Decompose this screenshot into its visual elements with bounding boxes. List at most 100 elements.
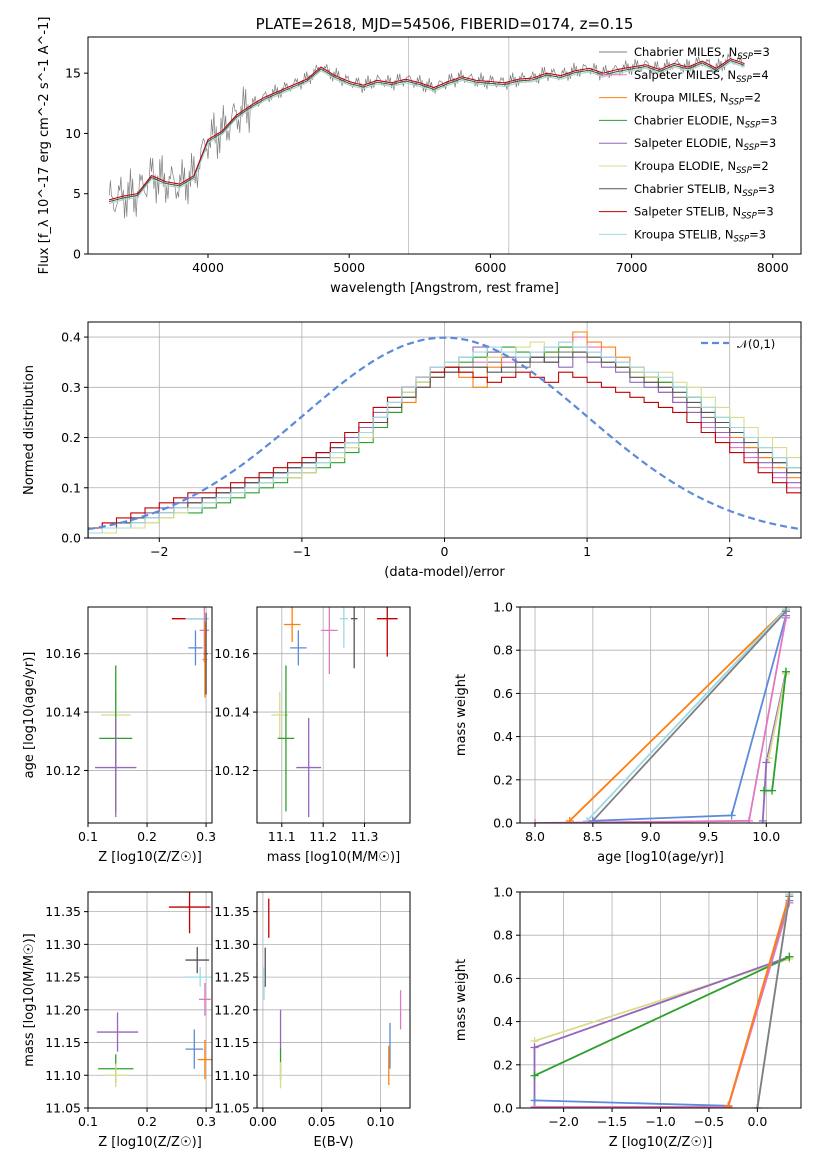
- y-tick-label: 11.25: [45, 970, 81, 985]
- x-tick-label: −1.5: [597, 1114, 627, 1129]
- legend-entry: 𝒩(0,1): [737, 337, 775, 351]
- errorbar-point: [271, 691, 289, 739]
- axes-frame: [519, 891, 802, 1109]
- y-tick-label: 11.35: [45, 904, 81, 919]
- errorbar-point: [283, 607, 301, 643]
- errorbar-point: [277, 665, 295, 812]
- weight-line: [586, 608, 787, 822]
- panel-spectrum: 4000 5000 6000 7000 8000 0 5 10 15 PLATE=2618, MJ…: [37, 15, 802, 296]
- x-tick-label: 9.5: [699, 829, 719, 844]
- weight-marker: [531, 819, 540, 823]
- weight-marker: [753, 1104, 762, 1108]
- x-tick-label: −1.0: [645, 1114, 675, 1129]
- x-tick-label: 11.2: [309, 829, 337, 844]
- weight-line: [756, 896, 791, 1108]
- plot-area: [263, 898, 402, 1089]
- x-axis-label: age [log10(age/yr)]: [597, 850, 724, 865]
- y-tick-label: 11.20: [214, 1002, 250, 1017]
- y-tick-label: 0.2: [493, 772, 513, 787]
- x-axis-label: Z [log10(Z/Z☉)]: [98, 850, 202, 865]
- x-tick-label: 2: [726, 544, 734, 559]
- panel-age_vs_Z: 0.1 0.2 0.3 10.12 10.14 10.16 Z [log10(Z/Z☉)] a…: [22, 606, 216, 865]
- x-tick-label: 0.10: [367, 1114, 395, 1129]
- errorbar-point: [185, 1029, 204, 1069]
- weight-marker: [530, 1071, 539, 1080]
- errorbar-point: [103, 1063, 128, 1088]
- x-tick-label: 8.0: [525, 829, 545, 844]
- histogram-step: [88, 366, 801, 538]
- axes-frame: [87, 36, 802, 255]
- x-axis-label: wavelength [Angstrom, rest frame]: [330, 281, 559, 296]
- spectrum-model-line: [109, 60, 745, 203]
- plot-area: [531, 607, 790, 823]
- y-tick-label: 11.15: [214, 1035, 250, 1050]
- y-tick-label: 0.4: [493, 729, 513, 744]
- errorbar-point: [183, 967, 212, 987]
- y-tick-label: 0.2: [493, 1057, 513, 1072]
- y-tick-label: 0.0: [493, 1101, 513, 1116]
- x-tick-label: −2.0: [548, 1114, 578, 1129]
- legend: 𝒩(0,1): [701, 337, 775, 351]
- x-tick-label: 4000: [192, 260, 224, 275]
- y-tick-label: 11.10: [214, 1068, 250, 1083]
- x-tick-label: 0.1: [78, 1114, 98, 1129]
- weight-marker: [762, 758, 771, 767]
- x-tick-label: −1: [293, 544, 311, 559]
- errorbar-point: [197, 1039, 212, 1080]
- y-tick-label: 5: [73, 186, 81, 201]
- axes-frame: [87, 606, 213, 824]
- errorbar-point: [290, 630, 307, 666]
- x-tick-label: 11.1: [268, 829, 296, 844]
- x-tick-label: 0.00: [249, 1114, 277, 1129]
- legend-entry: Chabrier STELIB, NSSP=3: [634, 182, 775, 199]
- y-tick-label: 0.8: [493, 643, 513, 658]
- x-tick-label: 0.1: [78, 829, 98, 844]
- weight-line: [592, 610, 787, 822]
- axes-frame: [256, 891, 411, 1109]
- weight-line: [534, 955, 790, 1077]
- chart-title: PLATE=2618, MJD=54506, FIBERID=0174, z=0…: [256, 15, 634, 33]
- legend-entry: Salpeter ELODIE, NSSP=3: [634, 136, 776, 153]
- y-tick-label: 10.12: [214, 763, 250, 778]
- legend-entry: Kroupa MILES, NSSP=2: [634, 91, 761, 108]
- errorbar-point: [339, 607, 348, 648]
- weight-marker: [724, 1101, 733, 1108]
- y-tick-label: 0.4: [493, 1014, 513, 1029]
- y-axis-label: mass weight: [454, 959, 469, 1041]
- errorbar-point: [204, 612, 208, 695]
- y-axis-label: mass weight: [454, 674, 469, 756]
- x-tick-label: −2: [150, 544, 168, 559]
- y-tick-label: 0.0: [493, 816, 513, 831]
- weight-marker: [588, 816, 597, 823]
- legend-entry: Chabrier MILES, NSSP=3: [634, 45, 770, 62]
- panel-age_vs_mass: 11.1 11.2 11.3 10.12 10.14 10.16 mass [log10(M…: [214, 606, 411, 865]
- axes-frame: [519, 606, 802, 824]
- y-tick-label: 0.3: [61, 380, 81, 395]
- y-tick-label: 11.30: [214, 937, 250, 952]
- x-tick-label: 9.0: [641, 829, 661, 844]
- y-tick-label: 11.10: [45, 1068, 81, 1083]
- axes-frame: [87, 891, 213, 1109]
- y-tick-label: 10.16: [45, 646, 81, 661]
- weight-marker: [781, 667, 790, 676]
- y-tick-label: 11.35: [214, 904, 250, 919]
- y-tick-label: 10: [65, 126, 81, 141]
- legend-entry: Kroupa STELIB, NSSP=3: [634, 227, 766, 244]
- weight-line: [534, 900, 791, 1107]
- weight-marker: [530, 1043, 539, 1052]
- y-tick-label: 10.14: [214, 705, 250, 720]
- histogram-step: [88, 351, 801, 538]
- weight-marker: [781, 613, 790, 622]
- y-tick-label: 0.1: [61, 480, 81, 495]
- x-tick-label: 8.5: [583, 829, 603, 844]
- y-tick-label: 10.16: [214, 646, 250, 661]
- panel-mass_vs_Z: 0.1 0.2 0.3 11.05 11.10 11.15 11.20 11.25 11.30 1…: [22, 891, 216, 1150]
- y-tick-label: 0.0: [61, 531, 81, 546]
- plot-area: [88, 331, 801, 538]
- y-tick-label: 0.6: [493, 971, 513, 986]
- x-tick-label: 1: [583, 544, 591, 559]
- weight-marker: [727, 811, 736, 820]
- panel-mass_vs_ebv: 0.00 0.05 0.10 11.05 11.10 11.15 11.20 11.25 11.…: [214, 891, 411, 1150]
- y-tick-label: 0.4: [61, 330, 81, 345]
- weight-marker: [785, 952, 794, 961]
